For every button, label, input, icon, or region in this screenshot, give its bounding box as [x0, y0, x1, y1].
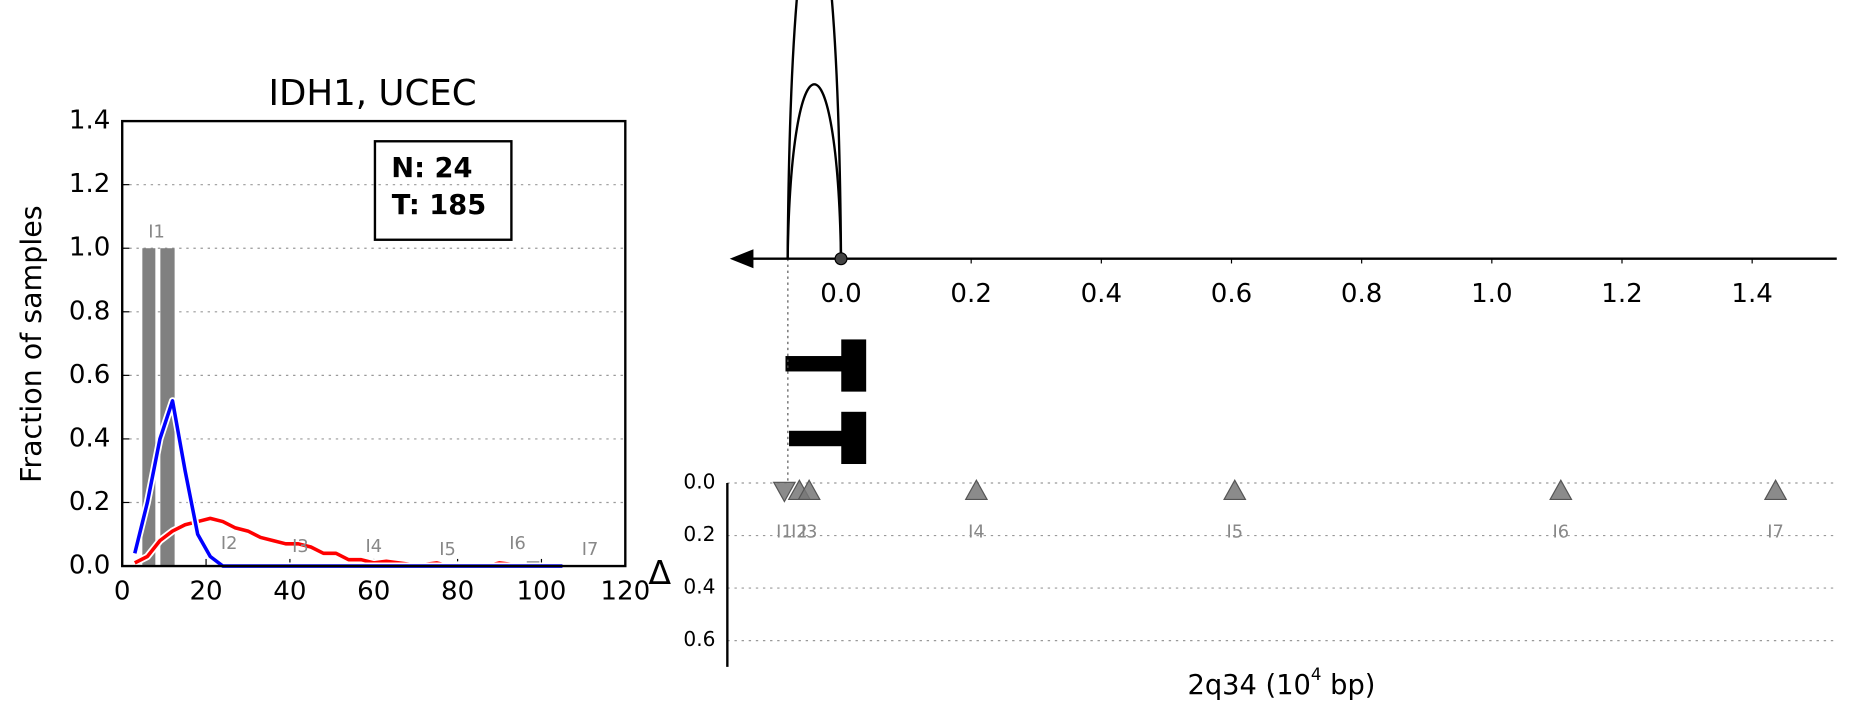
point-label: I1: [776, 521, 793, 542]
y-axis-label: Fraction of samples: [15, 205, 48, 483]
x-axis-label-exp: 4: [1311, 665, 1322, 684]
x-axis-arrow: [729, 249, 754, 269]
delta-marker: [1763, 478, 1788, 501]
x-tick-label: 40: [273, 577, 306, 607]
x-tick-label: 0.6: [1211, 279, 1253, 309]
delta-marker: [772, 481, 797, 503]
delta-marker: [797, 478, 821, 501]
x-tick-label: 0.4: [1081, 279, 1123, 309]
x-tick-label: 80: [441, 577, 474, 607]
x-tick-label: 0.0: [820, 279, 862, 309]
y-tick-label: 0.6: [683, 627, 715, 651]
region-label: I4: [365, 536, 382, 557]
x-tick-label: 0.8: [1341, 279, 1383, 309]
region-label: I3: [292, 536, 309, 557]
annotation: T: 185: [392, 190, 486, 221]
region-label: I6: [509, 533, 526, 554]
annotation-box: [373, 140, 513, 241]
region-label: I1: [148, 221, 165, 242]
y-tick-label: 0.0: [69, 551, 111, 581]
x-tick-label: 0: [114, 577, 131, 607]
point-label: I5: [1226, 521, 1243, 542]
arc: [786, 0, 843, 259]
x-tick-label: 0.2: [950, 279, 992, 309]
x-tick-label: 20: [189, 577, 222, 607]
point-label: I6: [1553, 521, 1570, 542]
x-tick-label: 60: [357, 577, 390, 607]
plot-frame: [121, 119, 627, 568]
annotation: N: 24: [391, 153, 472, 184]
x-tick-label: 1.2: [1601, 279, 1643, 309]
transcript-glyphs: [785, 339, 867, 465]
y-tick-label: 1.0: [69, 233, 111, 263]
point-label: I4: [968, 521, 985, 542]
y-tick-label: 0.2: [683, 522, 715, 546]
region-label: I7: [582, 539, 599, 560]
delta-marker: [1549, 478, 1573, 501]
point-label: I2: [791, 521, 808, 542]
delta-marker: [1223, 478, 1247, 501]
y-tick-label: 0.2: [69, 487, 111, 517]
x-tick-label: 120: [600, 577, 650, 607]
x-axis-label-base: 2q34 (10: [1187, 669, 1310, 700]
y-tick-label: 1.2: [69, 169, 111, 199]
y-tick-label: 0.6: [69, 360, 111, 390]
y-tick-label: 0.4: [683, 575, 715, 599]
region-label: I5: [439, 539, 456, 560]
y-tick-label: 0.4: [69, 423, 111, 453]
x-tick-label: 1.0: [1471, 279, 1513, 309]
point-label: I7: [1767, 521, 1784, 542]
chart-title: IDH1, UCEC: [269, 73, 477, 114]
delta-marker: [964, 478, 989, 501]
arc-anchor: [834, 252, 848, 266]
y-tick-label: 0.8: [69, 296, 111, 326]
point-label: I3: [801, 521, 818, 542]
x-tick-label: 1.4: [1731, 279, 1773, 309]
arc: [786, 83, 843, 259]
line-halo: [131, 397, 563, 570]
x-tick-label: 100: [517, 577, 567, 607]
y-tick-label: 1.4: [69, 106, 111, 136]
x-axis-label: 2q34 (104 bp): [1187, 665, 1375, 701]
x-axis-label-unit: bp): [1321, 669, 1375, 700]
region-label: I2: [221, 533, 238, 554]
y-tick-label: 0.0: [683, 469, 715, 493]
y-axis-label: Δ: [648, 553, 671, 592]
